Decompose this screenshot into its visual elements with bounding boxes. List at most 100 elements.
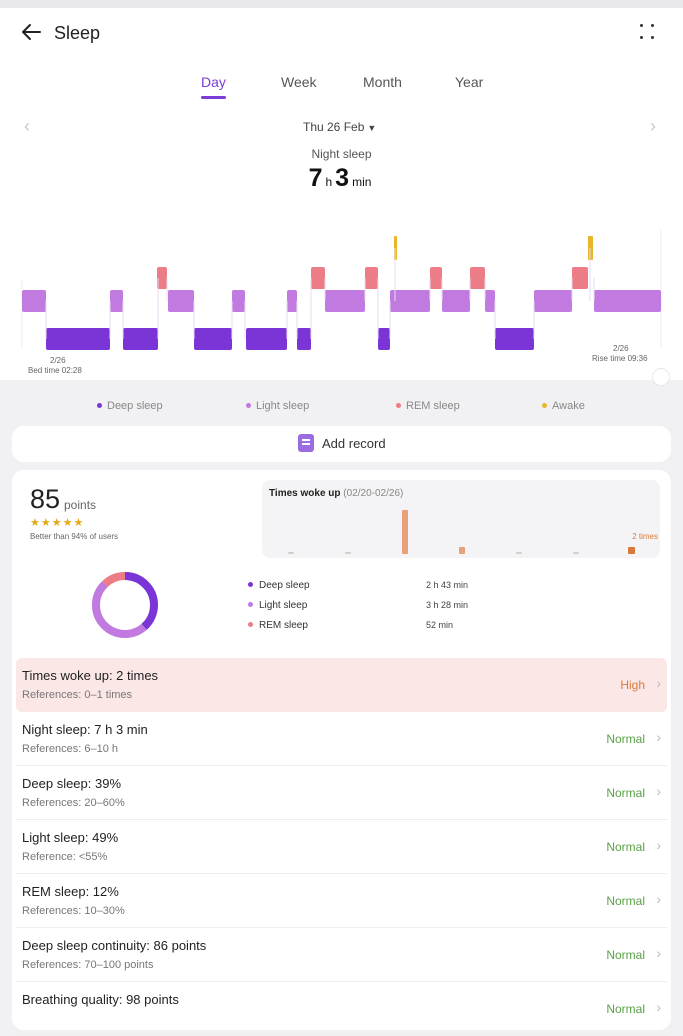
rem-dot-icon (396, 402, 401, 408)
hours-value: 7 (308, 164, 323, 192)
wake-bar (459, 547, 465, 554)
chevron-right-icon: › (656, 999, 661, 1015)
rise-date: 2/26 (613, 344, 629, 353)
rise-time: Rise time 09:36 (592, 354, 648, 363)
breakdown-deep: Deep sleep 2 h 43 min (248, 580, 488, 600)
sleep-stage-chart (21, 230, 662, 350)
metric-reference: Reference: <55% (22, 851, 108, 863)
add-record-label: Add record (322, 436, 386, 451)
times-woke-up-chart[interactable]: Times woke up (02/20-02/26) 2 times (262, 480, 660, 558)
night-sleep-label: Night sleep (311, 147, 372, 161)
score-percentile: Better than 94% of users (30, 532, 119, 541)
metric-status: Normal (606, 1002, 645, 1016)
light-sleep-segment (442, 290, 470, 312)
deep-sleep-segment (297, 328, 311, 350)
metric-status: Normal (606, 840, 645, 854)
tab-week[interactable]: Week (281, 74, 317, 90)
breakdown-label: Light sleep (259, 600, 308, 611)
metric-row-times-woke[interactable]: Times woke up: 2 times References: 0–1 t… (16, 658, 667, 712)
metric-row-night-sleep[interactable]: Night sleep: 7 h 3 min References: 6–10 … (16, 712, 667, 766)
minutes-value: 3 (335, 164, 350, 192)
breakdown-value: 2 h 43 min (426, 580, 469, 590)
metric-row-deep-continuity[interactable]: Deep sleep continuity: 86 points Referen… (16, 928, 667, 982)
light-sleep-segment (110, 290, 123, 312)
stage-legend: Deep sleep Light sleep REM sleep Awake (0, 400, 683, 416)
sleep-score: 85 (30, 484, 61, 514)
breakdown-rem: REM sleep 52 min (248, 620, 488, 640)
rem-sleep-segment (470, 267, 485, 289)
chevron-right-icon: › (656, 891, 661, 907)
rem-sleep-segment (430, 267, 442, 289)
wake-title-text: Times woke up (269, 488, 341, 499)
breakdown-light: Light sleep 3 h 28 min (248, 600, 488, 620)
deep-sleep-segment (123, 328, 158, 350)
light-dot-icon (246, 402, 251, 408)
rem-sleep-segment (157, 267, 167, 289)
legend-awake-label: Awake (552, 400, 585, 412)
deep-sleep-segment (495, 328, 534, 350)
back-arrow-icon[interactable] (20, 22, 46, 46)
metric-title: REM sleep: 12% (22, 884, 119, 899)
rem-sleep-segments (157, 267, 588, 289)
tab-year[interactable]: Year (455, 74, 484, 90)
light-dot-icon (248, 601, 253, 607)
wake-bar (628, 547, 635, 554)
bed-date: 2/26 (50, 356, 66, 365)
tab-day[interactable]: Day (201, 74, 226, 90)
sleep-day-panel: Sleep Day Week Month Year ‹ › Thu 26 Feb… (0, 8, 683, 380)
rem-dot-icon (248, 621, 253, 627)
donut-slice (92, 572, 158, 638)
sleep-report-card: 85 points ★★★★★ Better than 94% of users… (12, 470, 671, 1036)
metric-title: Light sleep: 49% (22, 830, 119, 845)
rem-sleep-segment (311, 267, 325, 289)
metric-row-rem-sleep[interactable]: REM sleep: 12% References: 10–30% Normal… (16, 874, 667, 928)
date-selector[interactable]: Thu 26 Feb ▼ (303, 120, 376, 134)
chevron-right-icon: › (656, 837, 661, 853)
deep-sleep-segment (194, 328, 232, 350)
legend-deep-label: Deep sleep (107, 400, 163, 412)
light-sleep-segment (534, 290, 572, 312)
metric-row-light-sleep[interactable]: Light sleep: 49% Reference: <55% Normal … (16, 820, 667, 874)
stage-transitions (45, 248, 595, 339)
awake-dot-icon (542, 402, 547, 408)
metric-title: Night sleep: 7 h 3 min (22, 722, 148, 737)
rem-sleep-segment (572, 267, 588, 289)
light-sleep-segments (22, 290, 661, 312)
tab-month[interactable]: Month (363, 74, 402, 90)
dropdown-caret-icon: ▼ (367, 123, 377, 133)
add-record-icon (298, 434, 314, 452)
chevron-right-icon: › (656, 729, 661, 745)
active-tab-indicator (201, 96, 226, 99)
metric-title: Deep sleep: 39% (22, 776, 122, 791)
light-sleep-segment (390, 290, 430, 312)
metric-reference: References: 0–1 times (22, 689, 133, 701)
chevron-right-icon: › (656, 945, 661, 961)
add-record-button[interactable]: Add record (12, 426, 671, 462)
date-label: Thu 26 Feb (303, 120, 365, 134)
light-sleep-segment (325, 290, 365, 312)
metric-row-deep-sleep[interactable]: Deep sleep: 39% References: 20–60% Norma… (16, 766, 667, 820)
metric-title: Breathing quality: 98 points (22, 992, 179, 1007)
metric-title: Deep sleep continuity: 86 points (22, 938, 207, 953)
breakdown-value: 52 min (426, 620, 454, 630)
hours-unit: h (325, 175, 333, 189)
more-options-icon[interactable] (640, 24, 658, 42)
deep-sleep-segment (378, 328, 390, 350)
previous-day-icon[interactable]: ‹ (24, 116, 30, 136)
stage-breakdown: Deep sleep 2 h 43 min Light sleep 3 h 28 m… (248, 580, 488, 640)
period-tabs: Day Week Month Year (0, 74, 683, 104)
metric-row-breathing-quality[interactable]: Breathing quality: 98 points Normal › (16, 982, 667, 1036)
legend-light: Light sleep (246, 400, 309, 412)
legend-rem-label: REM sleep (406, 400, 460, 412)
awake-segments (394, 236, 593, 260)
sleep-composition-donut (92, 572, 158, 638)
wake-bar (516, 552, 522, 554)
metric-reference: References: 10–30% (22, 905, 125, 917)
legend-deep: Deep sleep (97, 400, 163, 412)
metric-status: Normal (606, 894, 645, 908)
breakdown-label: REM sleep (259, 620, 308, 631)
status-strip (0, 0, 683, 8)
donut-slice (92, 572, 158, 638)
scroll-handle[interactable] (652, 368, 670, 386)
next-day-icon[interactable]: › (650, 116, 656, 136)
